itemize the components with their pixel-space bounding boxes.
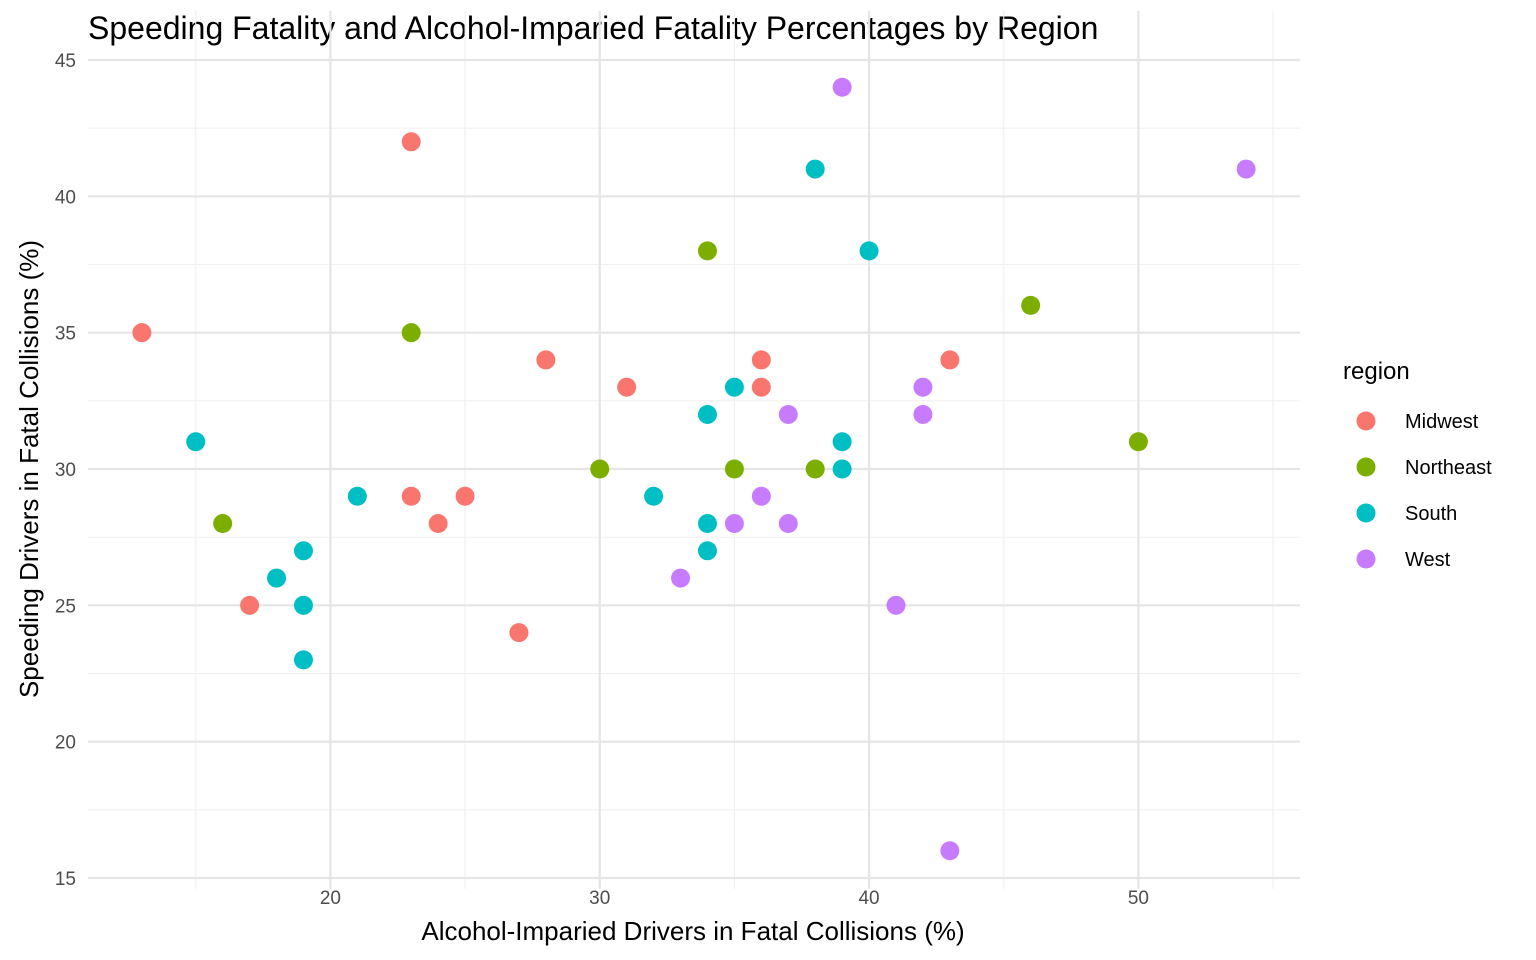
data-point-midwest <box>751 377 771 397</box>
legend-label-midwest: Midwest <box>1405 411 1479 433</box>
legend-item-northeast: Northeast <box>1356 457 1492 479</box>
chart-title: Speeding Fatality and Alcohol-Imparied F… <box>88 10 1098 46</box>
data-point-south <box>832 432 852 452</box>
data-point-west <box>724 514 744 534</box>
y-tick-label: 30 <box>55 460 76 481</box>
legend: region Midwest Northeast South West <box>1343 358 1492 571</box>
data-point-midwest <box>240 595 260 615</box>
x-axis-ticks: 20 30 40 50 <box>320 888 1149 909</box>
data-point-south <box>293 595 313 615</box>
data-point-west <box>751 486 771 506</box>
data-point-northeast <box>1128 432 1148 452</box>
data-point-south <box>293 650 313 670</box>
x-axis-title: Alcohol-Imparied Drivers in Fatal Collis… <box>421 916 964 946</box>
legend-item-west: West <box>1356 549 1451 571</box>
data-point-west <box>778 514 798 534</box>
data-point-midwest <box>940 350 960 370</box>
legend-key-west <box>1356 549 1376 569</box>
y-tick-label: 20 <box>55 733 76 754</box>
data-point-south <box>697 541 717 561</box>
data-point-west <box>913 404 933 424</box>
x-tick-label: 40 <box>858 888 879 909</box>
data-point-south <box>697 514 717 534</box>
legend-key-midwest <box>1356 411 1376 431</box>
data-point-midwest <box>428 514 448 534</box>
grid <box>88 10 1300 889</box>
y-axis-title: Speeding Drivers in Fatal Collisions (%) <box>14 240 44 698</box>
legend-label-south: South <box>1405 503 1457 525</box>
data-point-northeast <box>213 514 233 534</box>
data-point-south <box>859 241 879 261</box>
data-point-south <box>347 486 367 506</box>
data-point-northeast <box>401 323 421 343</box>
data-point-west <box>671 568 691 588</box>
y-tick-label: 40 <box>55 187 76 208</box>
data-point-midwest <box>751 350 771 370</box>
y-tick-label: 35 <box>55 324 76 345</box>
x-tick-label: 20 <box>320 888 341 909</box>
y-axis-ticks: 15 20 25 30 35 40 45 <box>55 51 76 890</box>
data-point-midwest <box>401 486 421 506</box>
data-point-west <box>832 77 852 97</box>
data-point-south <box>644 486 664 506</box>
x-tick-label: 50 <box>1128 888 1149 909</box>
data-point-midwest <box>455 486 475 506</box>
data-point-northeast <box>1021 295 1041 315</box>
legend-title: region <box>1343 358 1410 385</box>
data-point-south <box>697 404 717 424</box>
y-tick-label: 25 <box>55 596 76 617</box>
data-point-midwest <box>132 323 152 343</box>
legend-label-west: West <box>1405 549 1451 571</box>
legend-items: Midwest Northeast South West <box>1356 411 1492 571</box>
data-point-midwest <box>617 377 637 397</box>
data-point-south <box>832 459 852 479</box>
data-point-midwest <box>401 132 421 152</box>
legend-item-south: South <box>1356 503 1457 525</box>
data-point-northeast <box>805 459 825 479</box>
data-point-northeast <box>590 459 610 479</box>
x-tick-label: 30 <box>589 888 610 909</box>
data-point-south <box>805 159 825 179</box>
legend-item-midwest: Midwest <box>1356 411 1479 433</box>
data-point-northeast <box>724 459 744 479</box>
data-point-west <box>913 377 933 397</box>
legend-label-northeast: Northeast <box>1405 457 1492 479</box>
y-tick-label: 45 <box>55 51 76 72</box>
data-point-west <box>940 841 960 861</box>
data-point-midwest <box>509 623 529 643</box>
data-point-south <box>267 568 287 588</box>
data-point-south <box>186 432 206 452</box>
data-points <box>132 77 1256 861</box>
legend-key-south <box>1356 503 1376 523</box>
data-point-west <box>886 595 906 615</box>
data-point-northeast <box>697 241 717 261</box>
y-tick-label: 15 <box>55 869 76 890</box>
data-point-south <box>293 541 313 561</box>
legend-key-northeast <box>1356 457 1376 477</box>
data-point-west <box>1236 159 1256 179</box>
data-point-south <box>724 377 744 397</box>
data-point-west <box>778 404 798 424</box>
data-point-midwest <box>536 350 556 370</box>
